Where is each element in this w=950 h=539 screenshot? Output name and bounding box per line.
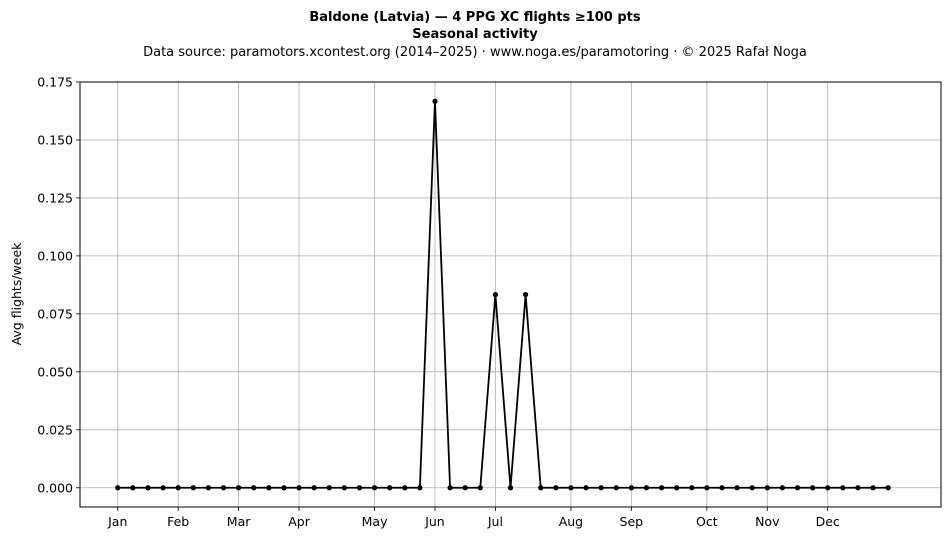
data-point [553, 485, 559, 491]
x-tick-label: May [362, 514, 388, 529]
y-tick-label: 0.100 [37, 248, 73, 263]
data-point [236, 485, 242, 491]
data-point [538, 485, 544, 491]
x-tick-label: Sep [620, 514, 644, 529]
data-point [749, 485, 755, 491]
plot-frame [79, 81, 942, 508]
chart-subtitle: Seasonal activity [412, 27, 538, 42]
data-point [220, 485, 227, 491]
data-point [447, 485, 453, 491]
data-point [387, 485, 393, 491]
data-point [296, 485, 302, 491]
x-tick-label: Nov [755, 514, 780, 529]
data-point [523, 292, 529, 298]
data-point [160, 485, 166, 491]
data-point [175, 485, 181, 491]
data-point [371, 485, 378, 491]
data-point [311, 485, 317, 491]
data-point [719, 485, 725, 491]
x-tick-label: Jul [487, 514, 503, 529]
x-tick-label: Mar [227, 514, 251, 529]
data-point [115, 485, 121, 491]
data-point [326, 485, 332, 491]
series-line [117, 100, 889, 489]
x-tick-label: Jan [107, 514, 127, 529]
data-point [477, 485, 483, 491]
data-point [130, 485, 136, 491]
x-tick-label: Dec [816, 514, 840, 529]
data-point [704, 485, 710, 491]
x-tick-label: Aug [559, 514, 583, 529]
y-tick-label: 0.025 [37, 422, 73, 437]
y-axis-label: Avg flights/week [9, 242, 24, 346]
data-point [810, 485, 816, 491]
data-point [492, 292, 498, 298]
y-tick-label: 0.000 [37, 480, 73, 495]
data-point [643, 485, 650, 491]
data-point [613, 485, 619, 491]
data-point [870, 485, 876, 491]
data-point [855, 485, 861, 491]
x-tick-label: Jun [424, 514, 445, 529]
data-point [658, 485, 665, 491]
data-point [507, 485, 514, 491]
y-tick-label: 0.125 [37, 190, 73, 205]
y-tick-label: 0.050 [37, 364, 73, 379]
data-point [341, 485, 347, 491]
grid [80, 81, 941, 507]
data-point [779, 485, 785, 491]
x-tick-label: Apr [288, 514, 310, 529]
axis-ticks: 0.000 0.025 0.050 0.075 0.100 0.125 0.150 0.175… [37, 75, 840, 530]
chart-source: Data source: paramotors.xcontest.org (20… [143, 45, 807, 60]
data-point [356, 485, 363, 491]
chart-title: Baldone (Latvia) — 4 PPG XC flights ≥100… [309, 10, 641, 25]
y-tick-label: 0.175 [37, 75, 73, 90]
data-point [825, 485, 831, 491]
data-point [251, 485, 257, 491]
data-point [432, 98, 438, 104]
data-point [674, 485, 680, 491]
x-tick-label: Oct [696, 514, 718, 529]
series-layer [115, 98, 891, 491]
data-point [734, 485, 740, 491]
data-point [417, 485, 423, 491]
data-point [840, 485, 846, 491]
data-point [145, 485, 151, 491]
data-point [266, 485, 272, 491]
data-point [402, 485, 408, 491]
y-tick-label: 0.075 [37, 306, 73, 321]
data-point [568, 485, 574, 491]
data-point [281, 485, 287, 491]
y-tick-label: 0.150 [37, 132, 73, 147]
data-point [764, 485, 770, 491]
data-point [190, 485, 196, 491]
data-point [598, 485, 604, 491]
data-point [583, 485, 589, 491]
data-point [462, 485, 468, 491]
data-point [794, 485, 801, 491]
data-point [689, 485, 695, 491]
data-point [205, 485, 211, 491]
data-point [628, 485, 634, 491]
x-tick-label: Feb [167, 514, 189, 529]
data-point [885, 485, 891, 491]
